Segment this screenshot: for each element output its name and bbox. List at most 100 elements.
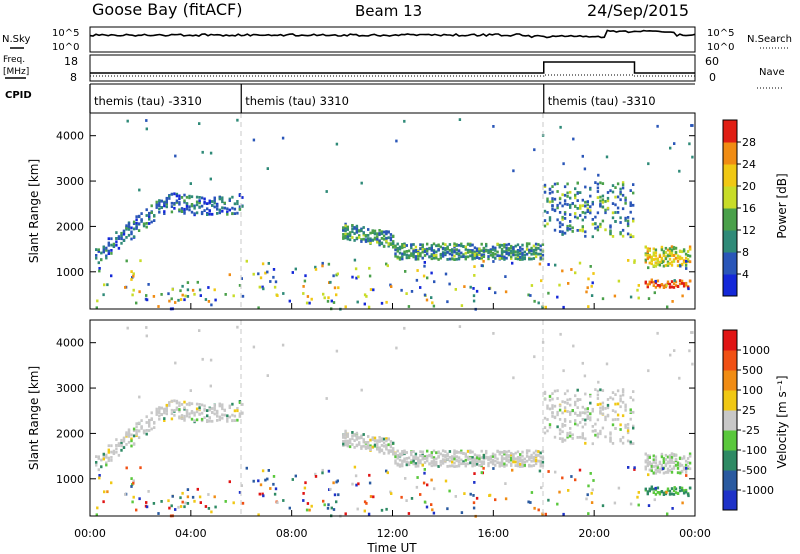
power-cell — [353, 258, 357, 262]
velocity-cell — [559, 332, 562, 336]
power-cell — [505, 250, 508, 254]
power-cell — [611, 216, 615, 220]
velocity-cell — [360, 447, 363, 450]
power-cell — [423, 250, 427, 253]
velocity-cell — [576, 436, 579, 439]
velocity-cell — [387, 449, 390, 453]
velocity-cell — [348, 445, 352, 449]
power-cell — [576, 216, 579, 220]
power-cell — [213, 205, 216, 209]
velocity-cell — [458, 325, 462, 328]
power-cell — [342, 233, 345, 236]
velocity-cell — [571, 437, 574, 440]
power-cell — [662, 264, 666, 268]
power-cell — [422, 274, 426, 278]
power-cell — [594, 226, 597, 230]
velocity-cell — [581, 418, 584, 421]
power-cell — [472, 294, 476, 298]
power-cell — [221, 200, 224, 204]
velocity-cell — [401, 452, 404, 455]
velocity-cell — [532, 464, 536, 467]
power-cell — [489, 248, 492, 252]
velocity-cell — [266, 477, 269, 481]
power-cell — [589, 194, 592, 198]
power-cell — [305, 301, 309, 305]
velocity-cell — [512, 460, 515, 464]
power-cell — [140, 218, 143, 221]
freq-tick-bottom: 8 — [70, 71, 77, 84]
velocity-cell — [360, 388, 363, 392]
velocity-cell — [581, 432, 584, 435]
velocity-cell — [410, 453, 413, 457]
velocity-cell — [302, 492, 305, 495]
velocity-cell — [396, 454, 399, 457]
velocity-cell — [335, 500, 338, 504]
power-cell — [363, 293, 367, 297]
power-cell — [453, 250, 456, 254]
power-cell — [165, 196, 168, 200]
velocity-cell — [178, 404, 181, 408]
power-cell — [596, 186, 600, 190]
velocity-cell — [158, 411, 161, 414]
nave-tick-bottom: 0 — [709, 71, 716, 84]
velocity-cell — [494, 459, 497, 463]
power-cell — [611, 190, 615, 194]
power-cell — [579, 191, 582, 194]
power-cell — [102, 250, 105, 254]
station-title: Goose Bay (fitACF) — [92, 0, 242, 19]
velocity-cell — [566, 431, 569, 435]
power-cell — [360, 228, 363, 232]
power-cell — [357, 275, 360, 279]
velocity-cell — [321, 468, 324, 472]
power-cell — [494, 291, 497, 295]
velocity-cell — [168, 401, 171, 405]
power-cell — [130, 270, 133, 273]
velocity-cell — [653, 498, 656, 502]
power-cell — [644, 258, 647, 262]
power-cell — [674, 251, 678, 254]
power-cell — [152, 295, 156, 298]
power-cell — [599, 181, 602, 185]
velocity-cell — [556, 410, 559, 414]
velocity-cell — [473, 460, 477, 463]
power-cell — [264, 271, 267, 275]
velocity-cell — [354, 474, 358, 478]
velocity-cell — [369, 438, 372, 442]
power-cell — [678, 255, 682, 259]
power-cell — [574, 193, 577, 197]
velocity-cell — [238, 491, 242, 494]
power-cell — [380, 242, 384, 246]
velocity-cell — [195, 402, 199, 406]
power-cell — [423, 293, 427, 297]
power-cell — [258, 285, 261, 289]
power-cell — [666, 280, 670, 284]
power-cell — [632, 183, 635, 186]
velocity-cell — [330, 506, 333, 510]
power-cell — [566, 195, 569, 198]
velocity-cell — [398, 458, 402, 462]
colorbar-tick-label: 4 — [742, 268, 749, 281]
velocity-cell — [390, 492, 393, 495]
power-cell — [478, 253, 481, 256]
velocity-cell — [510, 456, 513, 460]
power-cell — [519, 246, 522, 249]
velocity-cell — [496, 461, 499, 464]
velocity-cell — [662, 493, 666, 496]
velocity-cell — [478, 457, 481, 461]
power-cell — [180, 207, 184, 210]
power-cell — [389, 233, 393, 236]
velocity-cell — [130, 485, 133, 488]
velocity-cell — [174, 361, 177, 365]
velocity-cell — [306, 502, 310, 505]
power-cell — [183, 207, 186, 211]
velocity-cell — [97, 468, 100, 472]
power-cell — [653, 291, 656, 295]
velocity-cell — [591, 407, 594, 411]
velocity-cell — [676, 467, 680, 470]
power-cell — [132, 222, 136, 225]
power-cell — [662, 252, 666, 255]
velocity-cell — [258, 492, 261, 496]
power-cell — [369, 239, 372, 242]
velocity-cell — [97, 456, 100, 460]
power-cell — [609, 230, 612, 234]
